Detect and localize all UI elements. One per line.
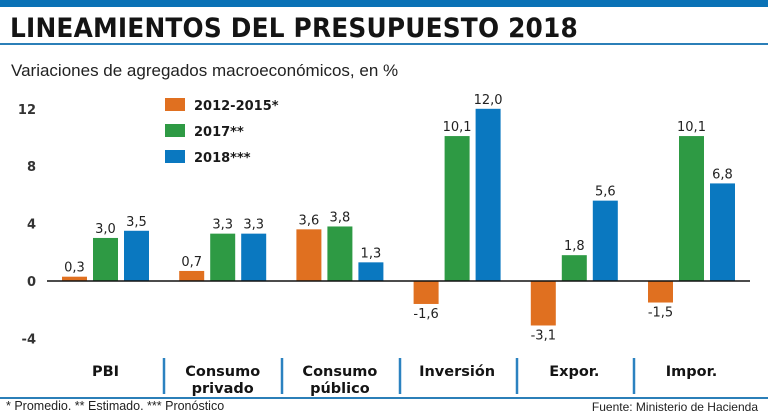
category-label: privado: [192, 381, 254, 397]
legend-label: 2012-2015*: [194, 99, 279, 114]
data-label: 3,3: [212, 218, 233, 233]
y-tick-label: 12: [18, 103, 36, 118]
category-label: Consumo: [302, 364, 377, 380]
bar-2017: [93, 237, 118, 281]
data-label: -3,1: [531, 328, 556, 343]
chart-subtitle: Variaciones de agregados macroeconómicos…: [11, 61, 399, 80]
title-divider: [0, 43, 768, 45]
category-label: PBI: [92, 364, 119, 380]
data-label: -1,6: [413, 307, 438, 322]
bar-2017: [561, 255, 587, 281]
data-label: -1,5: [648, 306, 673, 321]
data-label: 3,5: [126, 215, 147, 230]
y-tick-label: 0: [27, 275, 36, 290]
data-label: 1,8: [564, 239, 585, 254]
bar-2012-2015: [413, 281, 439, 304]
bar-2017: [327, 226, 353, 281]
data-label: 12,0: [474, 93, 503, 108]
bar-2017: [444, 136, 470, 281]
bar-2018: [358, 262, 384, 281]
footnote: * Promedio. ** Estimado. *** Pronóstico: [6, 399, 225, 413]
category-label: público: [310, 381, 370, 397]
source-note: Fuente: Ministerio de Hacienda: [591, 400, 758, 414]
bar-2012-2015: [648, 281, 673, 303]
data-label: 0,3: [64, 261, 85, 276]
bar-2012-2015: [530, 281, 556, 326]
data-label: 10,1: [677, 120, 706, 135]
bar-2012-2015: [179, 270, 205, 281]
data-label: 1,3: [361, 246, 382, 261]
bar-2012-2015: [296, 229, 322, 281]
bar-2018: [592, 200, 618, 281]
legend-label: 2018***: [194, 151, 251, 166]
data-label: 3,3: [243, 218, 264, 233]
bar-2017: [679, 136, 704, 281]
chart-title: LINEAMIENTOS DEL PRESUPUESTO 2018: [10, 13, 578, 44]
y-tick-label: 4: [27, 218, 36, 233]
legend-swatch: [165, 98, 185, 111]
data-label: 0,7: [181, 255, 202, 270]
legend-swatch: [165, 124, 185, 137]
category-label: Consumo: [185, 364, 260, 380]
data-label: 3,0: [95, 222, 116, 237]
bar-2018: [710, 183, 735, 281]
bar-2018: [241, 233, 267, 281]
legend-label: 2017**: [194, 125, 244, 140]
bar-2017: [210, 233, 236, 281]
bar-2018: [475, 108, 501, 281]
category-label: Inversión: [419, 364, 495, 380]
bar-2018: [124, 230, 149, 281]
y-tick-label: -4: [22, 332, 36, 347]
data-label: 10,1: [443, 120, 472, 135]
data-label: 5,6: [595, 185, 616, 200]
top-accent-bar: [0, 0, 768, 7]
data-label: 6,8: [712, 167, 733, 182]
legend-swatch: [165, 150, 185, 163]
data-label: 3,8: [330, 210, 351, 225]
y-tick-label: 8: [27, 160, 36, 175]
category-label: Impor.: [666, 364, 717, 380]
category-label: Expor.: [549, 364, 599, 380]
bar-2012-2015: [62, 276, 87, 281]
data-label: 3,6: [299, 213, 320, 228]
